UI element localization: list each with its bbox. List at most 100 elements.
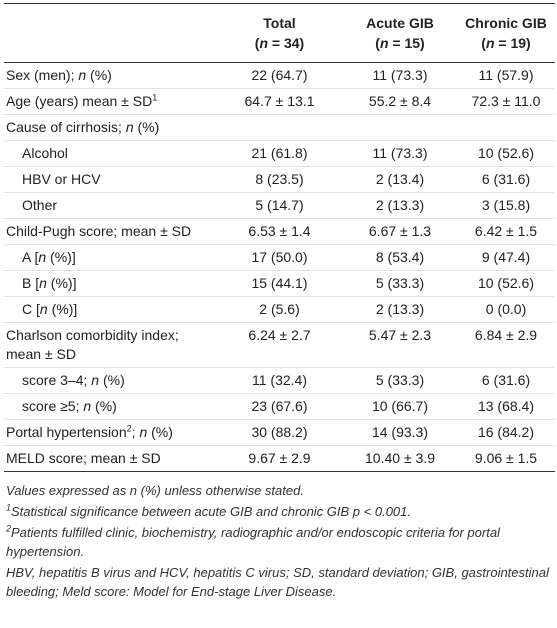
- superscript: 2: [6, 523, 12, 534]
- row-label: Age (years) mean ± SD1: [4, 88, 216, 115]
- cell-value: 9.06 ± 1.5: [457, 445, 555, 472]
- cell-value: 10.40 ± 3.9: [343, 445, 457, 472]
- cell-value: 3 (15.8): [457, 192, 555, 219]
- superscript: 1: [152, 92, 158, 103]
- cell-value: 10 (52.6): [457, 270, 555, 297]
- cell-value: 21 (61.8): [216, 140, 343, 167]
- text: HBV or HCV: [22, 171, 101, 187]
- row-label: B [n (%)]: [4, 270, 216, 297]
- text: Other: [22, 197, 58, 213]
- text: score ≥5;: [22, 398, 84, 414]
- text: = 15): [388, 35, 425, 51]
- table-row: A [n (%)] 17 (50.0) 8 (53.4) 9 (47.4): [4, 244, 555, 271]
- cell-value: 14 (93.3): [343, 419, 457, 446]
- table-row: Sex (men); n (%) 22 (64.7) 11 (73.3) 11 (57…: [4, 62, 555, 89]
- table-row: Charlson comorbidity index; mean ± SD 6.2…: [4, 322, 555, 368]
- cell-value: 5 (14.7): [216, 192, 343, 219]
- column-title: Total: [263, 15, 296, 31]
- footnote: HBV, hepatitis B virus and HCV, hepatiti…: [6, 563, 555, 601]
- row-label: Portal hypertension2; n (%): [4, 419, 216, 446]
- text: Sex (men);: [6, 67, 79, 83]
- cell-value: 16 (84.2): [457, 419, 555, 446]
- cell-value: 5.47 ± 2.3: [343, 322, 457, 368]
- superscript: 2: [126, 423, 132, 434]
- cell-value: 15 (44.1): [216, 270, 343, 297]
- row-label: Other: [4, 192, 216, 219]
- footnote: 1Statistical significance between acute …: [6, 502, 555, 521]
- row-label: Charlson comorbidity index; mean ± SD: [4, 322, 216, 368]
- empty-cell: [216, 114, 343, 141]
- column-count: (n = 34): [216, 33, 343, 53]
- footnotes: Values expressed as n (%) unless otherwi…: [4, 481, 555, 601]
- cell-value: 17 (50.0): [216, 244, 343, 271]
- text: Child-Pugh score; mean ± SD: [6, 223, 192, 239]
- row-label: Alcohol: [4, 140, 216, 167]
- cell-value: 55.2 ± 8.4: [343, 88, 457, 115]
- text: C [: [22, 301, 40, 317]
- cell-value: 2 (13.4): [343, 166, 457, 193]
- italic-text: n: [485, 35, 495, 51]
- cell-value: 0 (0.0): [457, 296, 555, 323]
- cell-value: 11 (73.3): [343, 140, 457, 167]
- cell-value: 64.7 ± 13.1: [216, 88, 343, 115]
- cell-value: 5 (33.3): [343, 270, 457, 297]
- text: A [: [22, 249, 39, 265]
- cell-value: 9 (47.4): [457, 244, 555, 271]
- table-row: Age (years) mean ± SD1 64.7 ± 13.1 55.2 ± …: [4, 88, 555, 115]
- text: score 3–4;: [22, 372, 92, 388]
- italic-text: n: [379, 35, 389, 51]
- italic-text: n: [91, 372, 100, 388]
- text: Alcohol: [22, 145, 68, 161]
- cell-value: 72.3 ± 11.0: [457, 88, 555, 115]
- text: (%)]: [46, 275, 77, 291]
- cell-value: 11 (32.4): [216, 367, 343, 394]
- table-row: C [n (%)] 2 (5.6) 2 (13.3) 0 (0.0): [4, 296, 555, 323]
- italic-text: n: [38, 249, 47, 265]
- column-header: Acute GIB (n = 15): [343, 4, 457, 63]
- footnote: Values expressed as n (%) unless otherwi…: [6, 481, 555, 500]
- table-row: Alcohol 21 (61.8) 11 (73.3) 10 (52.6): [4, 140, 555, 167]
- text: (%): [99, 372, 125, 388]
- column-title: Acute GIB: [366, 15, 434, 31]
- cell-value: 11 (57.9): [457, 62, 555, 89]
- table-header: Total (n = 34) Acute GIB (n = 15) Chronic GI…: [4, 3, 555, 63]
- text: (: [375, 35, 380, 51]
- cell-value: 6.53 ± 1.4: [216, 218, 343, 245]
- italic-text: n: [139, 424, 148, 440]
- table-row: score ≥5; n (%) 23 (67.6) 10 (66.7) 13 (68.…: [4, 393, 555, 420]
- italic-text: n: [78, 67, 87, 83]
- column-header: Chronic GIB (n = 19): [457, 4, 555, 63]
- italic-text: n: [259, 35, 269, 51]
- data-table: Total (n = 34) Acute GIB (n = 15) Chronic GI…: [4, 3, 555, 472]
- empty-cell: [343, 114, 457, 141]
- table-row: Child-Pugh score; mean ± SD 6.53 ± 1.4 6.6…: [4, 218, 555, 245]
- column-title: Chronic GIB: [465, 15, 547, 31]
- table-body: Sex (men); n (%) 22 (64.7) 11 (73.3) 11 (57…: [4, 62, 555, 472]
- text: Patients fulfilled clinic, biochemistry,…: [6, 525, 500, 559]
- text: ;: [131, 424, 140, 440]
- cell-value: 9.67 ± 2.9: [216, 445, 343, 472]
- cell-value: 11 (73.3): [343, 62, 457, 89]
- row-label: MELD score; mean ± SD: [4, 445, 216, 472]
- table-row: HBV or HCV 8 (23.5) 2 (13.4) 6 (31.6): [4, 166, 555, 193]
- text: Age (years) mean ± SD: [6, 93, 153, 109]
- text: Cause of cirrhosis;: [6, 119, 126, 135]
- text: MELD score; mean ± SD: [6, 450, 161, 466]
- superscript: 1: [6, 502, 12, 513]
- row-label: Sex (men); n (%): [4, 62, 216, 89]
- row-label: score ≥5; n (%): [4, 393, 216, 420]
- italic-text: n: [39, 301, 48, 317]
- cell-value: 2 (5.6): [216, 296, 343, 323]
- cell-value: 8 (53.4): [343, 244, 457, 271]
- italic-text: n: [83, 398, 92, 414]
- text: Values expressed as n (%) unless otherwi…: [6, 483, 304, 498]
- footnote: 2Patients fulfilled clinic, biochemistry…: [6, 523, 555, 561]
- cell-value: 2 (13.3): [343, 296, 457, 323]
- cell-value: 10 (66.7): [343, 393, 457, 420]
- text: (%): [133, 119, 160, 135]
- text: (%): [91, 398, 117, 414]
- text: Charlson comorbidity index; mean ± SD: [6, 327, 179, 362]
- row-label: C [n (%)]: [4, 296, 216, 323]
- table-row: MELD score; mean ± SD 9.67 ± 2.9 10.40 ± 3…: [4, 445, 555, 472]
